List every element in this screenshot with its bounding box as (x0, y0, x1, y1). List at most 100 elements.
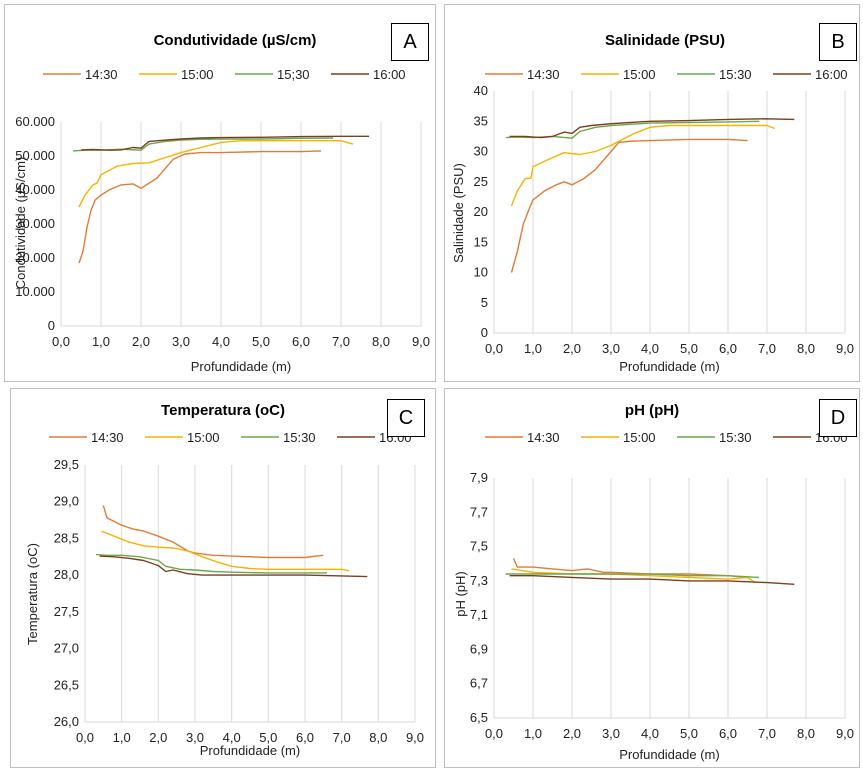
chart-svg-b: 0,0 1,0 2,0 3,0 4,0 5,0 6,0 7,0 8,0 9,0 0 5 10 15 20 25… (451, 32, 854, 374)
x-tick-label: 4,0 (641, 341, 659, 356)
chart-svg-a: 0,0 1,0 2,0 3,0 4,0 5,0 6,0 7,0 8,0 9,0 0 10.000 20.… (13, 32, 430, 374)
y-tick-label: 25 (474, 174, 488, 189)
x-axis-label: Profundidade (m) (619, 747, 719, 762)
y-tick-label: 7,3 (470, 573, 488, 588)
y-tick-label: 60.000 (15, 114, 55, 129)
x-tick-label: 7,0 (758, 341, 776, 356)
x-tick-label: 6,0 (296, 730, 314, 745)
legend-label: 15:30 (283, 430, 316, 445)
series-line (505, 120, 760, 139)
y-tick-label: 20.000 (15, 250, 55, 265)
chart-title: Temperatura (oC) (161, 402, 285, 419)
x-tick-label: 1,0 (92, 334, 110, 349)
x-tick-label: 9,0 (836, 341, 854, 356)
x-tick-label: 1,0 (524, 341, 542, 356)
chart-panel-b: 0,0 1,0 2,0 3,0 4,0 5,0 6,0 7,0 8,0 9,0 0 5 10 15 20 25… (444, 4, 860, 382)
chart-title: pH (pH) (625, 402, 679, 419)
x-tick-label: 3,0 (186, 730, 204, 745)
panel-letter-b: B (819, 23, 857, 61)
x-tick-label: 5,0 (252, 334, 270, 349)
x-tick-label: 8,0 (369, 730, 387, 745)
x-tick-label: 3,0 (602, 341, 620, 356)
legend-label: 16:00 (373, 67, 406, 82)
x-tick-label: 5,0 (259, 730, 277, 745)
y-axis-label: Temperatura (oC) (25, 543, 40, 645)
x-tick-label: 9,0 (406, 730, 424, 745)
y-tick-label: 6,9 (470, 641, 488, 656)
y-tick-label: 30 (474, 144, 488, 159)
y-tick-label: 40 (474, 83, 488, 98)
chart-svg-c: 0,0 1,0 2,0 3,0 4,0 5,0 6,0 7,0 8,0 9,0 26,0 26,5 27… (25, 402, 424, 758)
legend-label: 15:00 (623, 67, 656, 82)
y-tick-label: 7,7 (470, 504, 488, 519)
panel-letter-c: C (387, 399, 425, 437)
y-tick-label: 26,0 (54, 714, 79, 729)
y-tick-label: 29,5 (54, 457, 79, 472)
chart-panel-d: 0,0 1,0 2,0 3,0 4,0 5,0 6,0 7,0 8,0 9,0 6,5 6,7 6,9 7… (444, 388, 860, 768)
x-tick-label: 4,0 (223, 730, 241, 745)
y-axis-label: Salinidade (PSU) (451, 163, 466, 263)
series-line (505, 573, 760, 579)
x-tick-label: 8,0 (372, 334, 390, 349)
y-tick-label: 15 (474, 234, 488, 249)
y-axis-label: pH (pH) (453, 571, 468, 617)
series-line (78, 139, 354, 208)
y-tick-label: 29,0 (54, 494, 79, 509)
y-tick-label: 10 (474, 265, 488, 280)
x-tick-label: 0,0 (76, 730, 94, 745)
legend-label: 16:00 (815, 67, 848, 82)
series-line (78, 150, 322, 264)
y-tick-label: 40.000 (15, 182, 55, 197)
x-tick-label: 1,0 (113, 730, 131, 745)
panel-letter-a: A (391, 23, 429, 61)
y-tick-label: 6,5 (470, 710, 488, 725)
y-tick-label: 28,0 (54, 567, 79, 582)
x-tick-label: 5,0 (680, 726, 698, 741)
x-tick-label: 9,0 (412, 334, 430, 349)
series-line (102, 505, 324, 559)
x-tick-label: 7,0 (333, 730, 351, 745)
legend-label: 14:30 (91, 430, 124, 445)
x-axis-label: Profundidade (m) (191, 359, 291, 374)
chart-panel-c: 0,0 1,0 2,0 3,0 4,0 5,0 6,0 7,0 8,0 9,0 26,0 26,5 27… (10, 388, 436, 768)
legend-label: 15:30 (719, 430, 752, 445)
legend-label: 15:00 (181, 67, 214, 82)
y-tick-label: 35 (474, 113, 488, 128)
y-tick-label: 27,5 (54, 604, 79, 619)
x-tick-label: 2,0 (563, 726, 581, 741)
y-tick-label: 0 (481, 325, 488, 340)
x-tick-label: 3,0 (602, 726, 620, 741)
series-line (80, 135, 369, 151)
x-tick-label: 2,0 (132, 334, 150, 349)
series-line (511, 568, 756, 584)
y-tick-label: 30.000 (15, 216, 55, 231)
x-tick-label: 6,0 (719, 726, 737, 741)
legend-label: 15:00 (187, 430, 220, 445)
y-tick-label: 5 (481, 295, 488, 310)
y-axis-label: Condutividade (µS/cm) (13, 157, 28, 290)
legend-label: 15:30 (719, 67, 752, 82)
x-tick-label: 9,0 (836, 726, 854, 741)
x-tick-label: 3,0 (172, 334, 190, 349)
legend-label: 14:30 (527, 67, 560, 82)
x-tick-label: 7,0 (332, 334, 350, 349)
x-tick-label: 6,0 (292, 334, 310, 349)
y-tick-label: 26,5 (54, 677, 79, 692)
x-tick-label: 4,0 (641, 726, 659, 741)
y-tick-label: 7,9 (470, 470, 488, 485)
x-tick-label: 8,0 (797, 726, 815, 741)
legend-label: 14:30 (85, 67, 118, 82)
x-tick-label: 1,0 (524, 726, 542, 741)
y-tick-label: 50.000 (15, 148, 55, 163)
x-axis-label: Profundidade (m) (200, 743, 300, 758)
series-line (512, 558, 748, 579)
series-line (509, 574, 795, 585)
y-tick-label: 27,0 (54, 641, 79, 656)
y-tick-label: 28,5 (54, 530, 79, 545)
x-tick-label: 0,0 (52, 334, 70, 349)
series-line (99, 555, 368, 578)
panel-letter-d: D (819, 399, 857, 437)
chart-panel-a: 0,0 1,0 2,0 3,0 4,0 5,0 6,0 7,0 8,0 9,0 0 10.000 20.… (4, 4, 436, 382)
legend-label: 15;30 (277, 67, 310, 82)
chart-title: Condutividade (µS/cm) (154, 32, 317, 49)
